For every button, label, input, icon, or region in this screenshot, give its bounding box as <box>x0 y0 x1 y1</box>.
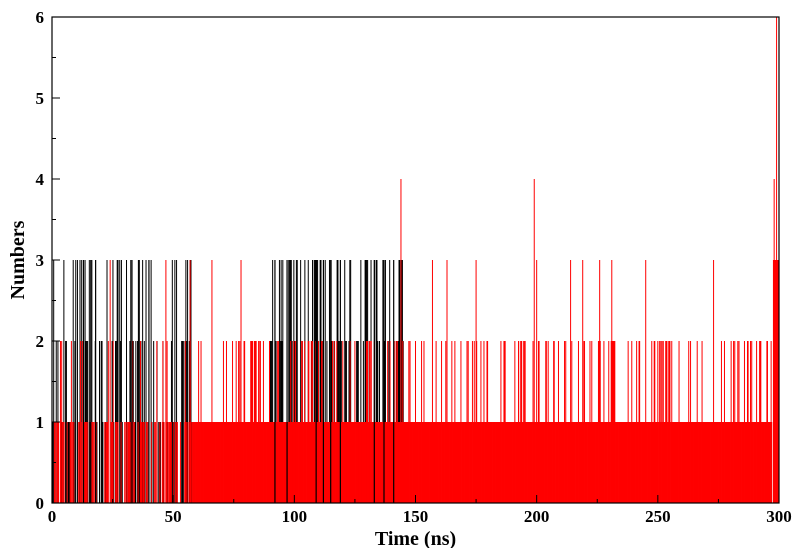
chart-bars <box>51 17 779 503</box>
y-axis-label: Numbers <box>7 220 29 299</box>
x-tick-label: 100 <box>282 507 308 526</box>
x-axis-ticks: 0 50 100 150 200 250 300 <box>48 495 792 526</box>
bar-red-edge <box>772 260 779 503</box>
x-tick-label: 0 <box>48 507 57 526</box>
y-tick-label: 3 <box>36 251 45 270</box>
y-tick-label: 5 <box>36 89 45 108</box>
y-tick-label: 2 <box>36 332 45 351</box>
y-axis-ticks: 0 1 2 3 4 5 6 <box>36 8 60 513</box>
y-tick-label: 0 <box>36 494 45 513</box>
x-tick-label: 200 <box>524 507 550 526</box>
x-tick-label: 50 <box>165 507 182 526</box>
x-tick-label: 300 <box>766 507 792 526</box>
y-tick-label: 1 <box>36 413 45 432</box>
y-tick-label: 6 <box>36 8 45 27</box>
x-axis-label: Time (ns) <box>375 528 456 548</box>
y-tick-label: 4 <box>36 170 45 189</box>
x-tick-label: 250 <box>645 507 671 526</box>
x-tick-label: 150 <box>403 507 429 526</box>
